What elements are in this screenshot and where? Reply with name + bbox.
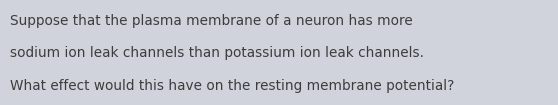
Text: sodium ion leak channels than potassium ion leak channels.: sodium ion leak channels than potassium … (10, 45, 424, 60)
Text: What effect would this have on the resting membrane potential?: What effect would this have on the resti… (10, 79, 454, 93)
Text: Suppose that the plasma membrane of a neuron has more: Suppose that the plasma membrane of a ne… (10, 14, 413, 28)
